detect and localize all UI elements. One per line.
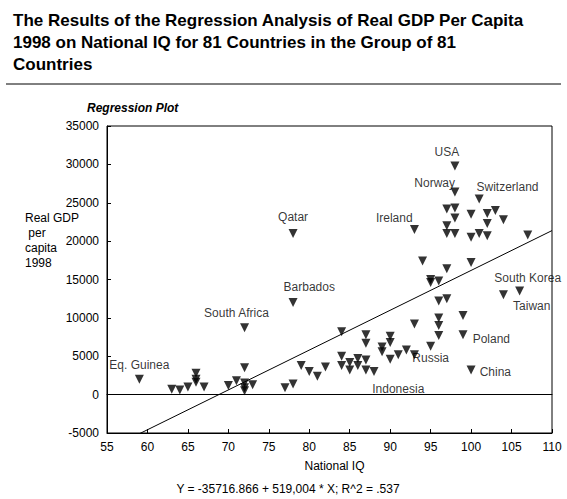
svg-text:Qatar: Qatar [278,210,308,224]
svg-text:Countries: Countries [13,55,92,74]
svg-text:Norway: Norway [414,176,455,190]
svg-text:Ireland: Ireland [376,211,413,225]
svg-text:55: 55 [100,440,114,454]
svg-text:Barbados: Barbados [284,280,335,294]
svg-text:Taiwan: Taiwan [513,299,550,313]
svg-text:10000: 10000 [66,311,100,325]
svg-text:100: 100 [461,440,481,454]
svg-text:35000: 35000 [66,119,100,133]
svg-text:20000: 20000 [66,234,100,248]
svg-text:30000: 30000 [66,157,100,171]
svg-text:-5000: -5000 [68,426,99,440]
svg-text:Eq. Guinea: Eq. Guinea [109,358,169,372]
svg-text:The Results of the Regression: The Results of the Regression Analysis o… [13,11,528,30]
svg-text:Poland: Poland [473,332,510,346]
svg-text:USA: USA [434,145,459,159]
svg-text:80: 80 [303,440,317,454]
svg-text:1998 on National IQ for 81 Cou: 1998 on National IQ for 81 Countries in … [13,33,461,52]
svg-text:70: 70 [222,440,236,454]
svg-text:25000: 25000 [66,196,100,210]
svg-text:per: per [25,226,49,240]
svg-text:75: 75 [262,440,276,454]
svg-text:0: 0 [92,388,99,402]
svg-text:60: 60 [141,440,155,454]
svg-text:105: 105 [502,440,522,454]
svg-text:capita: capita [25,241,60,255]
svg-text:65: 65 [181,440,195,454]
svg-text:Regression Plot: Regression Plot [87,101,179,115]
svg-text:5000: 5000 [72,349,99,363]
svg-text:Y = -35716.866 + 519,004 * X;: Y = -35716.866 + 519,004 * X; R^2 = .537 [176,482,400,496]
svg-text:Switzerland: Switzerland [476,180,538,194]
svg-text:1998: 1998 [25,256,52,270]
svg-text:90: 90 [384,440,398,454]
svg-text:110: 110 [542,440,561,454]
svg-text:Real GDP: Real GDP [25,211,79,225]
svg-text:National IQ: National IQ [304,459,364,473]
svg-text:South Africa: South Africa [204,306,269,320]
svg-text:Indonesia: Indonesia [372,382,424,396]
svg-text:95: 95 [424,440,438,454]
svg-text:China: China [480,365,512,379]
svg-text:Russia: Russia [412,351,449,365]
svg-text:South Korea: South Korea [494,271,561,285]
svg-text:85: 85 [343,440,357,454]
svg-text:15000: 15000 [66,273,100,287]
